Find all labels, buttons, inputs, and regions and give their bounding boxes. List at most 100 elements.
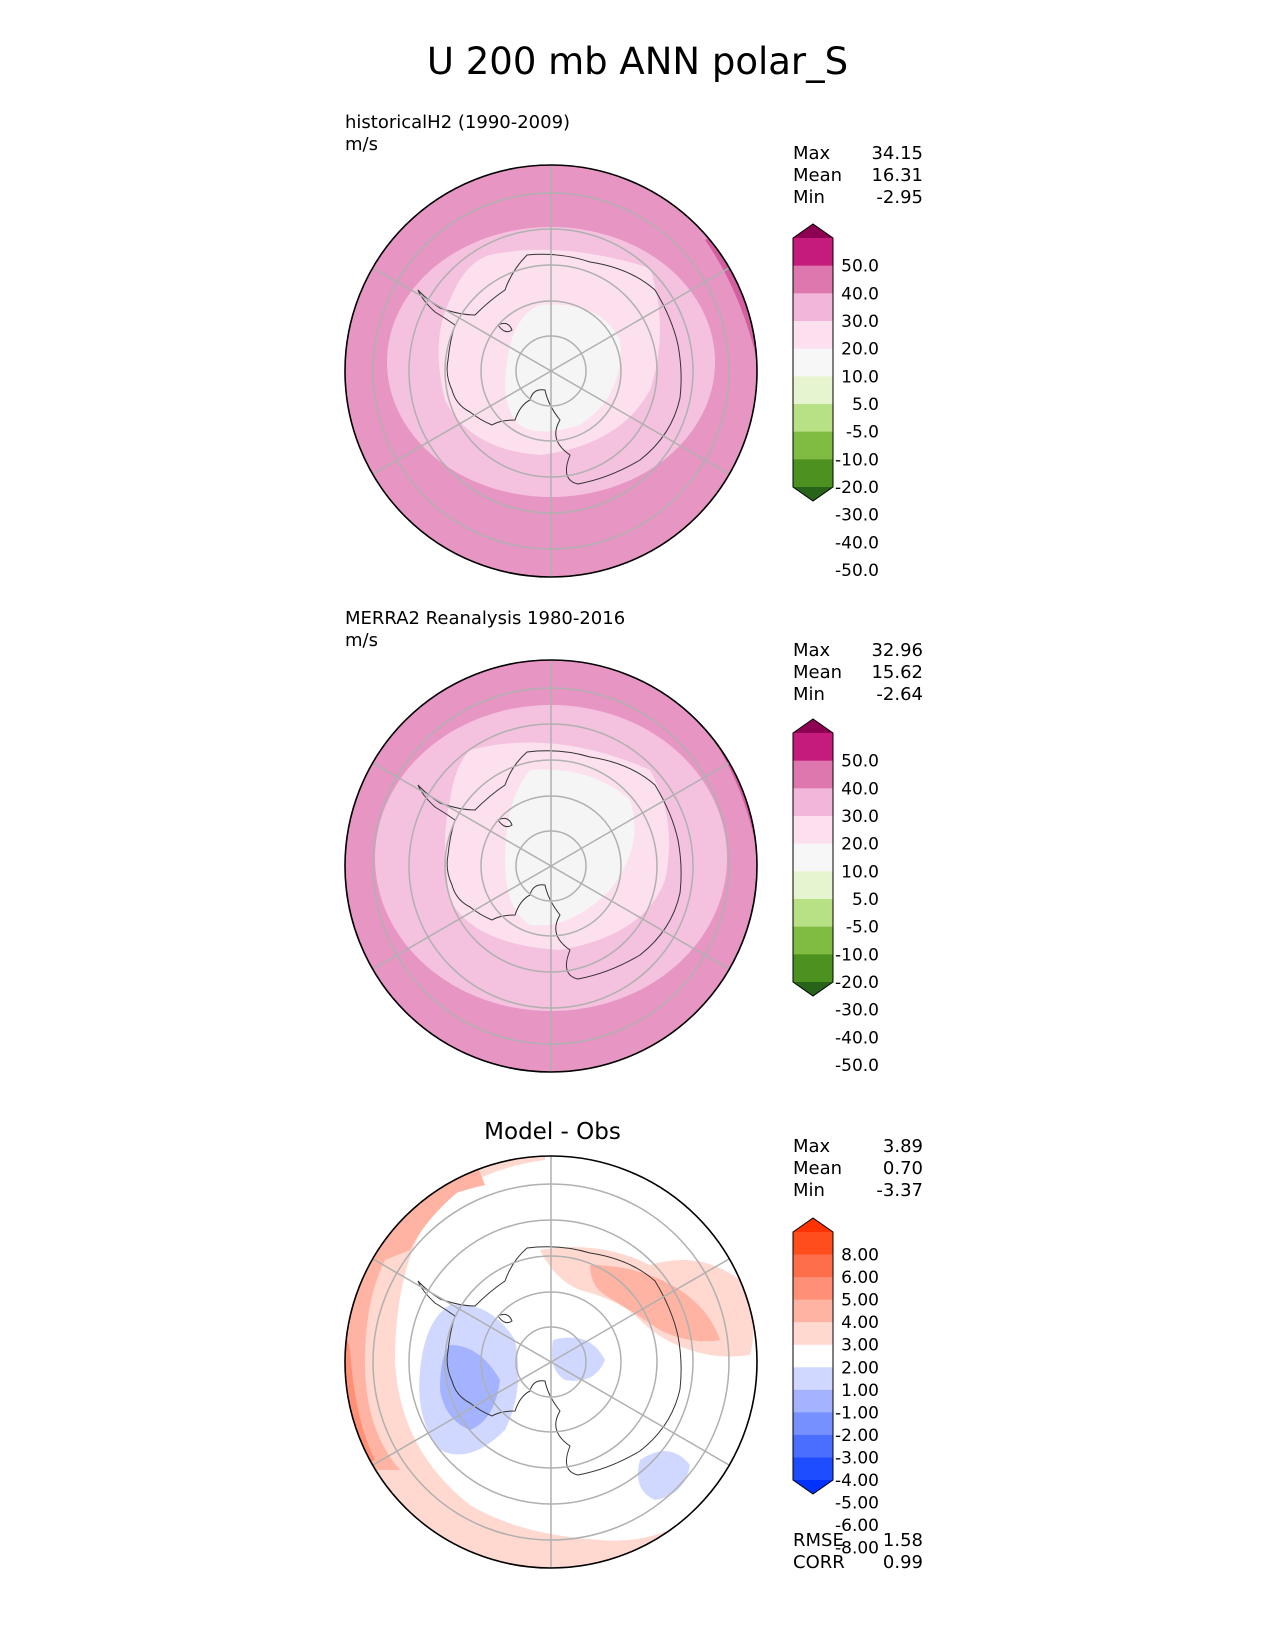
colorbar-tick-label: -6.00 (835, 1516, 879, 1536)
panel-3-metrics: RMSE 1.58 CORR 0.99 (793, 1530, 923, 1574)
colorbar-outline (792, 718, 834, 997)
panel-3-boundary (344, 1155, 758, 1569)
panel-3-mean: 0.70 (882, 1158, 923, 1179)
colorbar-segment (793, 843, 833, 872)
colorbar-segment (793, 1254, 833, 1278)
colorbar-segment (793, 816, 833, 845)
panel-3-graticule (372, 1156, 730, 1568)
colorbar-segment (793, 459, 833, 488)
panel-2-units: m/s (345, 630, 378, 651)
colorbar-tick-label: 2.00 (841, 1358, 879, 1378)
panel-3-min: -3.37 (876, 1180, 923, 1201)
panel-1-min: -2.95 (876, 187, 923, 208)
panel-2-stats: Max 32.96 Mean 15.62 Min -2.64 (793, 640, 923, 706)
colorbar-tick-label: 30.0 (841, 807, 879, 827)
colorbar-segment (793, 1344, 833, 1368)
colorbar-segment (793, 1434, 833, 1458)
panel-1-title: historicalH2 (1990-2009) m/s (345, 112, 570, 156)
colorbar-segment (793, 954, 833, 983)
colorbar-tick-label: 5.00 (841, 1291, 879, 1311)
colorbar-segment (793, 871, 833, 900)
colorbar-segment (793, 265, 833, 294)
panel-3-rmse: 1.58 (882, 1530, 923, 1551)
colorbar-segment (793, 1367, 833, 1391)
panel-3-coastline (417, 1246, 682, 1476)
band-neg5-5 (505, 304, 621, 432)
colorbar-tick-label: -50.0 (835, 561, 879, 581)
max-label: Max (793, 143, 831, 164)
colorbar-segment (793, 376, 833, 405)
colorbar-tick-label: 10.0 (841, 367, 879, 387)
colorbar-tick-label: -30.0 (835, 1001, 879, 1021)
colorbar-outline (792, 1217, 834, 1495)
colorbar-tick-label: 4.00 (841, 1313, 879, 1333)
colorbar-segment (793, 926, 833, 955)
panel-3-stats: Max 3.89 Mean 0.70 Min -3.37 (793, 1136, 923, 1202)
colorbar-tick-label: -40.0 (835, 1028, 879, 1048)
panel-1-name: historicalH2 (1990-2009) (345, 112, 571, 133)
colorbar-segment (793, 733, 833, 762)
colorbar-segment (793, 899, 833, 928)
colorbar-tick-label: -40.0 (835, 533, 879, 553)
min-label: Min (793, 187, 825, 208)
colorbar-segment (793, 1322, 833, 1346)
panel-1-mean: 16.31 (871, 165, 923, 186)
colorbar-tick-label: -20.0 (835, 478, 879, 498)
panel-3-corr: 0.99 (882, 1552, 923, 1573)
colorbar-tick-label: -10.0 (835, 450, 879, 470)
colorbar-tick-label: -4.00 (835, 1471, 879, 1491)
colorbar-segment (793, 1299, 833, 1323)
panel-3-title: Model - Obs (484, 1119, 621, 1145)
colorbar-tick-label: 10.0 (841, 862, 879, 882)
colorbar-extend-bottom (793, 487, 833, 501)
colorbar-segment (793, 348, 833, 377)
panel-1-boundary (344, 164, 758, 578)
colorbar-tick-label: 8.00 (841, 1246, 879, 1266)
colorbar-tick-label: 30.0 (841, 312, 879, 332)
panel-2-coastline (417, 750, 682, 980)
colorbar-tick-label: -5.0 (846, 918, 879, 938)
colorbar-extend-bottom (793, 982, 833, 996)
panel-2-max: 32.96 (871, 640, 923, 661)
panel-3-max: 3.89 (882, 1136, 923, 1157)
colorbar-tick-label: 20.0 (841, 835, 879, 855)
colorbar-segment (793, 1232, 833, 1256)
colorbar-tick-label: 5.0 (852, 395, 879, 415)
colorbar-segment (793, 760, 833, 789)
panel-2-colorbar: 50.0 40.0 30.0 20.0 10.0 5.0 -5.0 -10.0 -20.0 -30… (792, 718, 879, 1076)
panel-2-mean: 15.62 (871, 662, 923, 683)
figure-title: U 200 mb ANN polar_S (426, 40, 849, 83)
colorbar-extend-bottom (793, 1480, 833, 1494)
colorbar-segment (793, 321, 833, 350)
mean-label: Mean (793, 662, 843, 683)
colorbar-tick-label: -3.00 (835, 1448, 879, 1468)
colorbar-tick-label: -5.0 (846, 423, 879, 443)
colorbar-tick-label: -1.00 (835, 1403, 879, 1423)
colorbar-segment (793, 404, 833, 433)
colorbar-tick-label: 6.00 (841, 1268, 879, 1288)
colorbar-segment (793, 431, 833, 460)
colorbar-tick-label: -10.0 (835, 945, 879, 965)
max-label: Max (793, 1136, 831, 1157)
colorbar-extend-top (793, 1218, 833, 1232)
colorbar-segment (793, 238, 833, 267)
colorbar-outline (792, 223, 834, 502)
colorbar-segment (793, 788, 833, 817)
colorbar-tick-label: 3.00 (841, 1336, 879, 1356)
min-label: Min (793, 1180, 825, 1201)
colorbar-tick-label: 50.0 (841, 257, 879, 277)
colorbar-tick-label: -30.0 (835, 506, 879, 526)
panel-2-boundary (344, 659, 758, 1073)
colorbar-tick-label: 40.0 (841, 284, 879, 304)
panel-1-units: m/s (345, 134, 378, 155)
panel-3-colorbar: 8.006.00 5.004.00 3.002.00 1.00-1.00 -2.00-3… (792, 1217, 879, 1559)
panel-1-colorbar: 50.0 40.0 30.0 20.0 10.0 5.0 -5.0 -10.0 -20.0 -30… (792, 223, 879, 581)
colorbar-tick-label: -5.00 (835, 1494, 879, 1514)
colorbar-segment (793, 1457, 833, 1481)
colorbar-tick-label: -2.00 (835, 1426, 879, 1446)
colorbar-tick-label: 50.0 (841, 752, 879, 772)
colorbar-tick-label: 1.00 (841, 1381, 879, 1401)
panel-1-stats: Max 34.15 Mean 16.31 Min -2.95 (793, 143, 923, 209)
colorbar-segment (793, 1277, 833, 1301)
